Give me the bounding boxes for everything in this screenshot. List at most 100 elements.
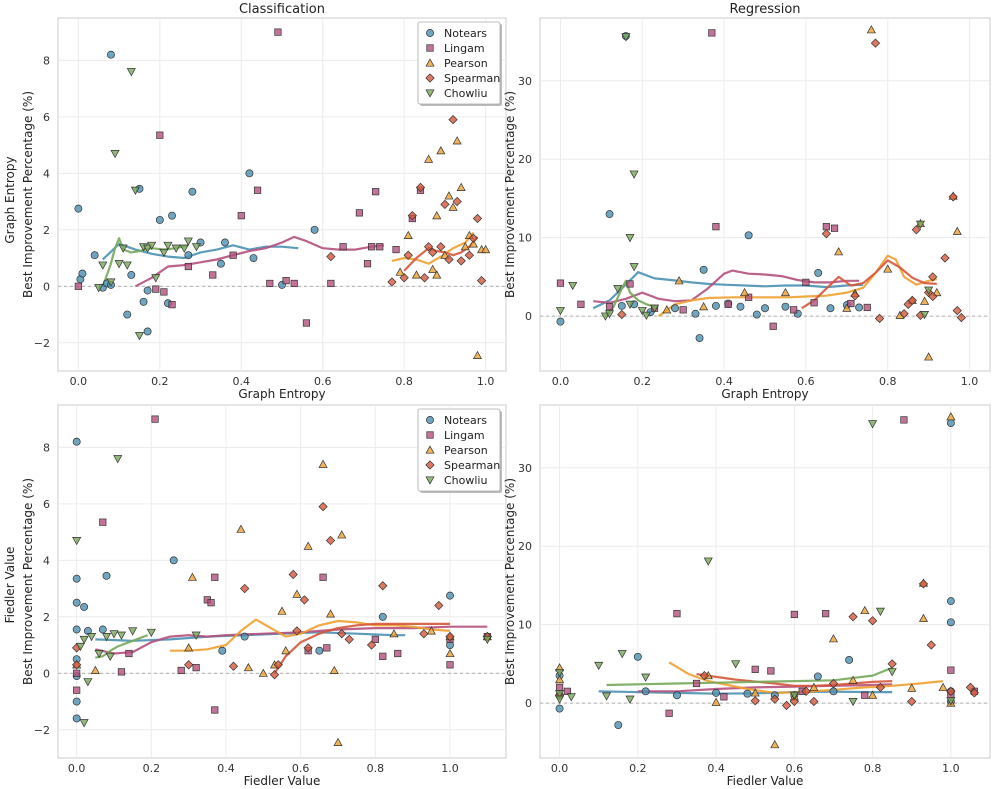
point-lingam: [229, 251, 237, 259]
point-chowliu: [621, 33, 631, 42]
x-tick-label: 0.4: [233, 375, 251, 388]
point-spearman: [326, 251, 336, 262]
point-chowliu: [94, 649, 104, 659]
x-tick-label: 0.2: [629, 762, 647, 775]
x-tick-label: 0.6: [786, 762, 804, 775]
point-lingam: [822, 223, 830, 231]
point-notears: [216, 259, 225, 268]
panel-p1: 0.0 0.2 0.4 0.6 0.8 1.0 0 10 20 30 Regression Graph…: [503, 2, 991, 401]
point-pearson: [842, 303, 852, 312]
point-pearson: [739, 287, 750, 297]
point-spearman: [850, 291, 860, 301]
row-label-graph-entropy: Graph Entropy: [3, 156, 17, 243]
x-tick-label: 0.6: [797, 375, 815, 388]
y-tick-label: 30: [518, 462, 532, 475]
point-lingam: [177, 666, 185, 675]
point-chowliu: [94, 284, 104, 293]
point-spearman: [969, 688, 979, 698]
y-axis-label: Best Improvement Percentage (%): [503, 91, 517, 298]
legend-marker-spearman: [425, 460, 435, 470]
point-spearman: [928, 272, 938, 282]
x-tick-label: 0.6: [292, 762, 310, 775]
y-tick-label: 2: [43, 224, 50, 237]
point-chowliu: [868, 420, 878, 429]
point-lingam: [253, 186, 262, 194]
legend-label-chowliu: Chowliu: [444, 474, 487, 487]
point-spearman: [436, 242, 446, 252]
x-tick-label: 0.2: [151, 375, 169, 388]
x-tick-label: 0.8: [367, 762, 385, 775]
point-notears: [641, 687, 650, 696]
point-notears: [315, 646, 324, 655]
point-spearman: [303, 643, 313, 653]
legend-label-pearson: Pearson: [444, 444, 488, 457]
point-notears: [74, 204, 83, 213]
point-notears: [781, 302, 790, 311]
legend-label-lingam: Lingam: [444, 42, 485, 55]
point-chowliu: [703, 557, 713, 566]
point-pearson: [834, 247, 844, 256]
point-notears: [72, 598, 81, 607]
point-spearman: [911, 225, 921, 235]
point-chowliu: [116, 631, 127, 640]
point-notears: [826, 304, 835, 313]
point-lingam: [446, 661, 454, 669]
point-chowliu: [924, 286, 934, 295]
point-lingam: [679, 306, 687, 314]
trend-line-spearman: [801, 259, 937, 310]
legend-label-chowliu: Chowliu: [444, 87, 487, 100]
point-pearson: [432, 210, 442, 220]
point-spearman: [907, 295, 917, 306]
point-spearman: [269, 670, 280, 680]
point-chowliu: [625, 300, 635, 310]
point-notears: [72, 697, 81, 706]
point-pearson: [428, 264, 438, 273]
legend-label-notears: Notears: [444, 414, 487, 427]
point-pearson: [389, 629, 399, 638]
panel-title: Classification: [239, 2, 325, 17]
point-notears: [556, 317, 565, 326]
point-chowliu: [87, 633, 97, 642]
point-notears: [605, 210, 614, 219]
point-spearman: [184, 660, 194, 670]
point-chowliu: [191, 243, 202, 252]
point-lingam: [274, 28, 282, 36]
point-notears: [123, 310, 132, 319]
point-lingam: [577, 300, 585, 308]
point-chowliu: [604, 310, 615, 319]
point-lingam: [192, 664, 200, 672]
point-pearson: [460, 242, 470, 251]
point-spearman: [750, 696, 760, 706]
point-notears: [78, 269, 87, 278]
point-notears: [736, 302, 745, 311]
trend-line-spearman: [273, 622, 450, 674]
point-notears: [102, 571, 111, 580]
point-lingam: [790, 610, 798, 619]
point-lingam: [708, 29, 716, 37]
point-chowliu: [118, 244, 128, 253]
y-tick-label: −2: [34, 337, 50, 350]
point-notears: [139, 297, 148, 306]
point-spearman: [464, 250, 474, 260]
point-lingam: [720, 693, 728, 701]
point-lingam: [605, 303, 614, 311]
legend-label-spearman: Spearman: [444, 72, 500, 85]
point-lingam: [209, 271, 217, 279]
point-lingam: [266, 279, 274, 288]
point-notears: [218, 646, 227, 655]
x-tick-label: 0.0: [70, 375, 88, 388]
point-spearman: [337, 629, 347, 639]
trend-line-chowliu: [606, 666, 893, 687]
point-chowliu: [601, 692, 612, 701]
point-chowliu: [568, 281, 578, 291]
legend-label-notears: Notears: [444, 27, 487, 40]
point-lingam: [673, 610, 681, 618]
point-chowliu: [143, 244, 153, 253]
point-chowliu: [113, 455, 123, 464]
point-spearman: [456, 256, 466, 266]
point-lingam: [900, 416, 908, 424]
point-pearson: [444, 191, 454, 200]
legend-marker-pearson: [425, 58, 435, 67]
point-lingam: [282, 277, 290, 285]
point-lingam: [751, 665, 759, 673]
